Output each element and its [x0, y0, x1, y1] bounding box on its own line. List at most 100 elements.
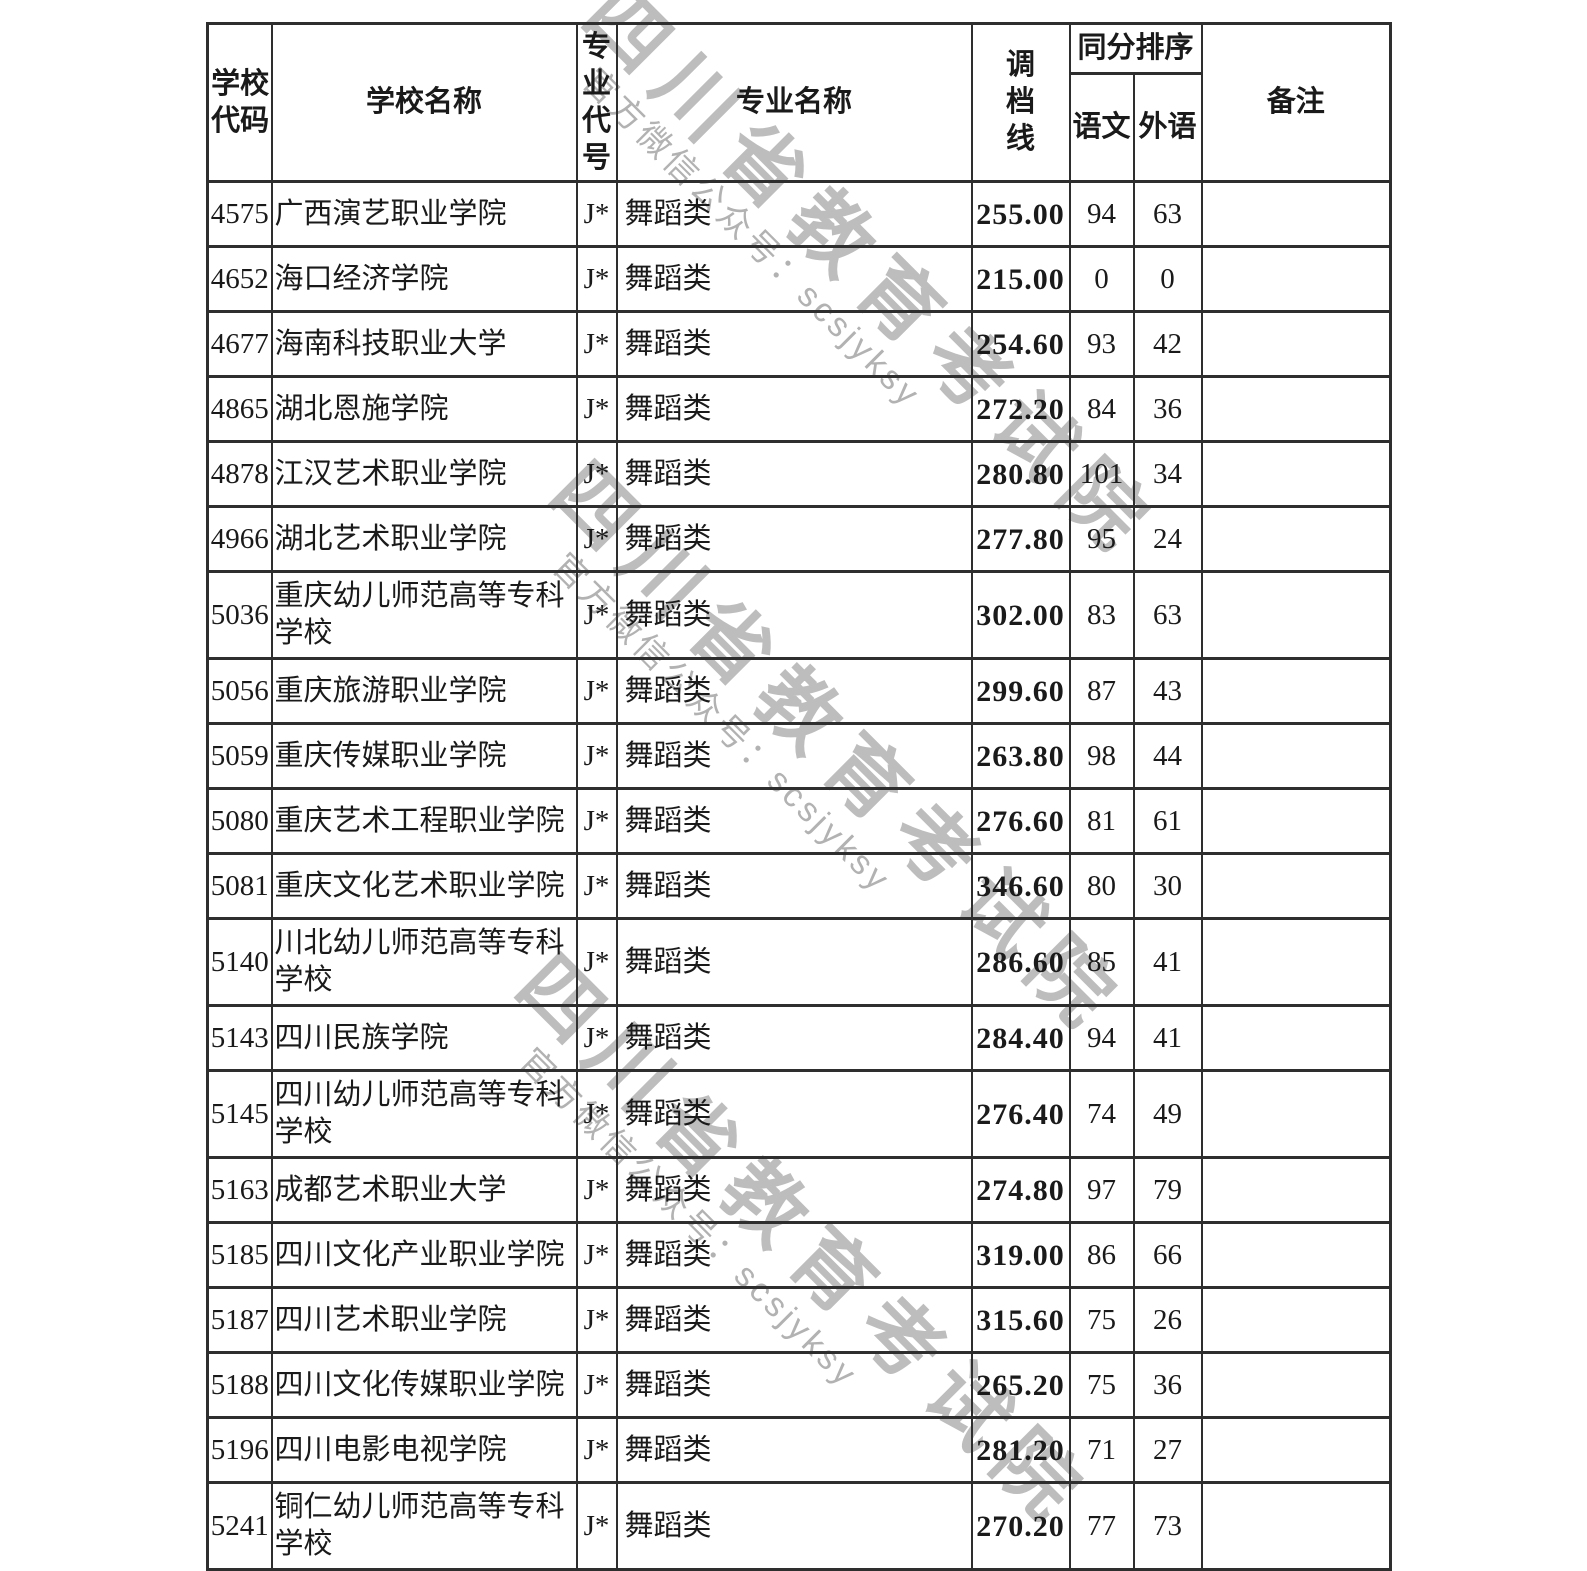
foreign-score-cell: 63 [1132, 180, 1203, 248]
table-row: 5140 川北幼儿师范高等专科学校 J* 舞蹈类 286.60 85 41 [206, 917, 1392, 1007]
major-name-cell: 舞蹈类 [615, 657, 973, 725]
foreign-score-cell: 30 [1132, 852, 1203, 920]
remark-cell [1200, 440, 1392, 508]
foreign-score-cell: 42 [1132, 310, 1203, 378]
chinese-score-cell: 77 [1068, 1481, 1135, 1571]
remark-cell [1200, 1416, 1392, 1484]
adjust-line-cell: 281.20 [970, 1416, 1071, 1484]
foreign-score-cell: 41 [1132, 1004, 1203, 1072]
remark-cell [1200, 1156, 1392, 1224]
remark-cell [1200, 787, 1392, 855]
header-adjust-line: 调档线 [970, 22, 1071, 183]
adjust-line-cell: 302.00 [970, 570, 1071, 660]
major-code-cell: J* [575, 505, 618, 573]
table-row: 5056 重庆旅游职业学院 J* 舞蹈类 299.60 87 43 [206, 657, 1392, 725]
foreign-score-cell: 0 [1132, 245, 1203, 313]
major-name-cell: 舞蹈类 [615, 375, 973, 443]
header-chinese: 语文 [1068, 72, 1135, 183]
adjust-line-cell: 277.80 [970, 505, 1071, 573]
chinese-score-cell: 98 [1068, 722, 1135, 790]
major-code-cell: J* [575, 440, 618, 508]
remark-cell [1200, 180, 1392, 248]
remark-cell [1200, 310, 1392, 378]
chinese-score-cell: 101 [1068, 440, 1135, 508]
major-code-cell: J* [575, 310, 618, 378]
table-row: 5163 成都艺术职业大学 J* 舞蹈类 274.80 97 79 [206, 1156, 1392, 1224]
school-name-cell: 海南科技职业大学 [270, 310, 578, 378]
major-code-cell: J* [575, 570, 618, 660]
table-row: 4865 湖北恩施学院 J* 舞蹈类 272.20 84 36 [206, 375, 1392, 443]
school-code-cell: 5163 [206, 1156, 273, 1224]
school-name-cell: 重庆旅游职业学院 [270, 657, 578, 725]
school-code-cell: 5059 [206, 722, 273, 790]
table-row: 5187 四川艺术职业学院 J* 舞蹈类 315.60 75 26 [206, 1286, 1392, 1354]
major-code-cell: J* [575, 722, 618, 790]
major-name-cell: 舞蹈类 [615, 440, 973, 508]
major-name-cell: 舞蹈类 [615, 722, 973, 790]
school-code-cell: 5140 [206, 917, 273, 1007]
adjust-line-cell: 319.00 [970, 1221, 1071, 1289]
chinese-score-cell: 97 [1068, 1156, 1135, 1224]
chinese-score-cell: 0 [1068, 245, 1135, 313]
major-name-cell: 舞蹈类 [615, 310, 973, 378]
major-code-cell: J* [575, 852, 618, 920]
table-body: 4575 广西演艺职业学院 J* 舞蹈类 255.00 94 63 4652 海口经济学院 J* 舞… [206, 180, 1392, 1571]
chinese-score-cell: 85 [1068, 917, 1135, 1007]
school-code-cell: 4865 [206, 375, 273, 443]
adjust-line-cell: 276.40 [970, 1069, 1071, 1159]
school-name-cell: 重庆艺术工程职业学院 [270, 787, 578, 855]
chinese-score-cell: 95 [1068, 505, 1135, 573]
school-name-cell: 湖北艺术职业学院 [270, 505, 578, 573]
foreign-score-cell: 44 [1132, 722, 1203, 790]
header-school-code: 学校代码 [206, 22, 273, 183]
major-code-cell: J* [575, 1156, 618, 1224]
table-row: 5196 四川电影电视学院 J* 舞蹈类 281.20 71 27 [206, 1416, 1392, 1484]
major-name-cell: 舞蹈类 [615, 917, 973, 1007]
chinese-score-cell: 87 [1068, 657, 1135, 725]
header-major-code: 专业代号 [575, 22, 618, 183]
major-name-cell: 舞蹈类 [615, 1156, 973, 1224]
school-name-cell: 四川艺术职业学院 [270, 1286, 578, 1354]
remark-cell [1200, 570, 1392, 660]
chinese-score-cell: 93 [1068, 310, 1135, 378]
school-code-cell: 5081 [206, 852, 273, 920]
adjust-line-cell: 299.60 [970, 657, 1071, 725]
adjust-line-cell: 284.40 [970, 1004, 1071, 1072]
adjust-line-cell: 276.60 [970, 787, 1071, 855]
header-school-name: 学校名称 [270, 22, 578, 183]
school-name-cell: 成都艺术职业大学 [270, 1156, 578, 1224]
remark-cell [1200, 852, 1392, 920]
table-row: 5185 四川文化产业职业学院 J* 舞蹈类 319.00 86 66 [206, 1221, 1392, 1289]
foreign-score-cell: 27 [1132, 1416, 1203, 1484]
adjust-line-cell: 254.60 [970, 310, 1071, 378]
major-name-cell: 舞蹈类 [615, 1221, 973, 1289]
header-remark: 备注 [1200, 22, 1392, 183]
school-name-cell: 湖北恩施学院 [270, 375, 578, 443]
table-row: 5036 重庆幼儿师范高等专科学校 J* 舞蹈类 302.00 83 63 [206, 570, 1392, 660]
major-code-cell: J* [575, 375, 618, 443]
table-row: 5241 铜仁幼儿师范高等专科学校 J* 舞蹈类 270.20 77 73 [206, 1481, 1392, 1571]
foreign-score-cell: 36 [1132, 375, 1203, 443]
school-code-cell: 5145 [206, 1069, 273, 1159]
school-name-cell: 四川幼儿师范高等专科学校 [270, 1069, 578, 1159]
remark-cell [1200, 505, 1392, 573]
table-row: 5080 重庆艺术工程职业学院 J* 舞蹈类 276.60 81 61 [206, 787, 1392, 855]
adjust-line-cell: 255.00 [970, 180, 1071, 248]
table-row: 4677 海南科技职业大学 J* 舞蹈类 254.60 93 42 [206, 310, 1392, 378]
foreign-score-cell: 24 [1132, 505, 1203, 573]
header-same-score-group: 同分排序 [1068, 22, 1203, 75]
chinese-score-cell: 86 [1068, 1221, 1135, 1289]
foreign-score-cell: 26 [1132, 1286, 1203, 1354]
school-name-cell: 川北幼儿师范高等专科学校 [270, 917, 578, 1007]
major-code-cell: J* [575, 245, 618, 313]
foreign-score-cell: 79 [1132, 1156, 1203, 1224]
school-name-cell: 铜仁幼儿师范高等专科学校 [270, 1481, 578, 1571]
header-foreign-lang: 外语 [1132, 72, 1203, 183]
school-name-cell: 重庆传媒职业学院 [270, 722, 578, 790]
major-code-cell: J* [575, 1416, 618, 1484]
remark-cell [1200, 917, 1392, 1007]
major-name-cell: 舞蹈类 [615, 1286, 973, 1354]
major-name-cell: 舞蹈类 [615, 570, 973, 660]
school-code-cell: 5196 [206, 1416, 273, 1484]
major-name-cell: 舞蹈类 [615, 1416, 973, 1484]
